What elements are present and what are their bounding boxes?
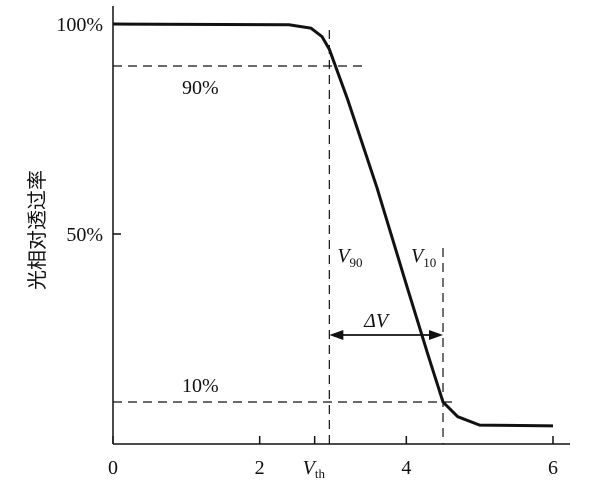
arrowhead-right	[429, 330, 443, 340]
delta-v-label: ΔV	[363, 310, 391, 332]
y-tick-label-50%: 50%	[66, 224, 103, 246]
ticks	[112, 23, 554, 444]
ref-label-90: 90%	[182, 77, 219, 99]
x-tick-label-0: 0	[108, 457, 118, 479]
axes	[112, 6, 570, 445]
arrowhead-left	[329, 330, 344, 340]
labels: 0 2 4 6 Vth 100% 50% 90% 10% V90 V10 ΔV	[56, 14, 558, 481]
guides	[113, 30, 458, 444]
ref-label-10: 10%	[182, 375, 219, 397]
y-tick-label-100%: 100%	[56, 14, 103, 36]
y-axis-label: 光相对透过率	[25, 170, 49, 290]
v90-label: V90	[337, 245, 362, 270]
x-tick-label-4: 4	[401, 457, 411, 479]
transmittance-curve	[112, 22, 554, 428]
v10-label: V10	[411, 245, 436, 270]
delta-v-arrow	[329, 330, 443, 340]
x-tick-label-6: 6	[548, 457, 558, 479]
vth-label: Vth	[303, 457, 326, 481]
x-tick-label-2: 2	[255, 457, 265, 479]
